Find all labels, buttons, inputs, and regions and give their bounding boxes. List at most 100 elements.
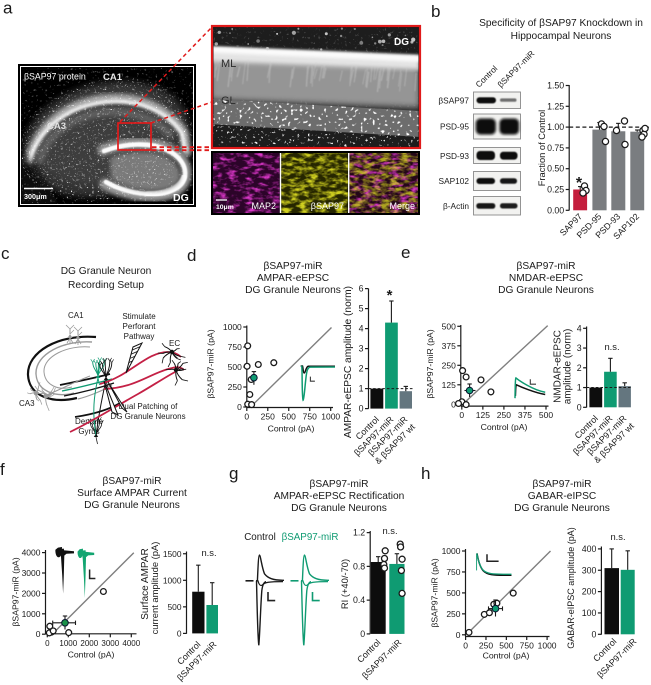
svg-text:0.8: 0.8 xyxy=(353,561,365,571)
svg-text:βSAP97-miR: βSAP97-miR xyxy=(532,479,591,490)
svg-text:500: 500 xyxy=(442,321,456,331)
svg-text:375: 375 xyxy=(518,410,532,420)
svg-text:βSAP97-miR: βSAP97-miR xyxy=(102,476,161,487)
svg-text:2000: 2000 xyxy=(22,588,41,598)
svg-text:βSAP97: βSAP97 xyxy=(311,201,344,211)
svg-text:2: 2 xyxy=(577,363,582,373)
svg-text:1000: 1000 xyxy=(223,322,242,332)
svg-text:b: b xyxy=(431,2,440,21)
svg-text:750: 750 xyxy=(303,412,317,422)
svg-text:0: 0 xyxy=(463,641,468,651)
svg-text:1000: 1000 xyxy=(22,609,41,619)
svg-text:βSAP97-miR (pA): βSAP97-miR (pA) xyxy=(206,329,216,398)
svg-text:4000: 4000 xyxy=(122,639,140,648)
svg-text:DG Granule Neurons: DG Granule Neurons xyxy=(291,503,387,514)
svg-text:n.s.: n.s. xyxy=(382,525,397,536)
svg-text:1500: 1500 xyxy=(163,549,182,559)
svg-text:1.50: 1.50 xyxy=(547,81,564,91)
svg-text:1000: 1000 xyxy=(163,575,182,585)
svg-text:AMPAR-eEPSC Rectification: AMPAR-eEPSC Rectification xyxy=(274,491,405,502)
svg-text:300: 300 xyxy=(582,565,597,575)
svg-text:n.s.: n.s. xyxy=(610,531,625,542)
svg-text:1000: 1000 xyxy=(538,641,557,651)
svg-text:d: d xyxy=(187,246,196,265)
svg-text:βSAP97-miR (pA): βSAP97-miR (pA) xyxy=(11,557,21,626)
svg-text:1000: 1000 xyxy=(59,639,77,648)
svg-text:0: 0 xyxy=(36,629,41,639)
svg-text:250: 250 xyxy=(442,360,456,370)
svg-text:1: 1 xyxy=(577,383,582,393)
svg-text:DG Granule Neurons: DG Granule Neurons xyxy=(84,500,180,511)
svg-text:Perforant: Perforant xyxy=(123,322,157,331)
svg-text:200: 200 xyxy=(582,587,597,597)
svg-text:0: 0 xyxy=(237,402,242,412)
svg-text:0: 0 xyxy=(577,402,582,412)
svg-text:Gyrus: Gyrus xyxy=(78,427,99,436)
svg-text:250: 250 xyxy=(497,410,511,420)
svg-text:500: 500 xyxy=(168,602,182,612)
svg-text:PSD-93: PSD-93 xyxy=(440,151,469,161)
svg-text:βSAP97 protein: βSAP97 protein xyxy=(24,72,86,82)
svg-text:750: 750 xyxy=(446,567,460,577)
svg-text:DG Granule Neurons: DG Granule Neurons xyxy=(498,285,594,296)
svg-text:500: 500 xyxy=(228,362,242,372)
svg-text:125: 125 xyxy=(476,410,490,420)
svg-text:*: * xyxy=(387,287,393,304)
svg-text:h: h xyxy=(421,464,430,483)
svg-text:6: 6 xyxy=(359,284,364,294)
svg-text:0: 0 xyxy=(244,412,249,422)
svg-text:Pathway: Pathway xyxy=(124,332,155,341)
svg-text:g: g xyxy=(229,464,238,483)
svg-text:3000: 3000 xyxy=(101,639,119,648)
svg-text:Control (pA): Control (pA) xyxy=(68,650,115,660)
svg-text:4000: 4000 xyxy=(22,548,41,558)
svg-text:current amplitude (pA): current amplitude (pA) xyxy=(149,542,160,635)
svg-text:CA3: CA3 xyxy=(47,121,66,132)
svg-text:0.4: 0.4 xyxy=(353,595,365,605)
svg-text:n.s.: n.s. xyxy=(201,547,216,558)
svg-text:3: 3 xyxy=(359,344,364,354)
svg-text:βSAP97-miR: βSAP97-miR xyxy=(263,261,322,272)
svg-text:750: 750 xyxy=(520,641,534,651)
svg-text:PSD-95: PSD-95 xyxy=(440,122,469,132)
svg-text:1.2: 1.2 xyxy=(353,528,365,538)
svg-text:Fraction of Control: Fraction of Control xyxy=(537,110,547,186)
svg-text:e: e xyxy=(401,243,410,262)
svg-text:375: 375 xyxy=(442,341,456,351)
svg-text:DG: DG xyxy=(173,192,189,204)
svg-text:DG Granule Neuron: DG Granule Neuron xyxy=(61,266,152,277)
svg-text:400: 400 xyxy=(582,544,597,554)
svg-text:βSAP97-miR: βSAP97-miR xyxy=(516,261,575,272)
svg-text:a: a xyxy=(3,0,13,18)
svg-text:0: 0 xyxy=(459,410,464,420)
svg-text:RI (+40/-70): RI (+40/-70) xyxy=(339,559,350,609)
svg-text:EC: EC xyxy=(169,339,180,348)
svg-text:500: 500 xyxy=(499,641,513,651)
svg-text:DG Granule Neurons: DG Granule Neurons xyxy=(245,285,341,296)
svg-text:n.s.: n.s. xyxy=(604,341,619,352)
svg-text:0.75: 0.75 xyxy=(547,143,564,153)
svg-text:250: 250 xyxy=(446,609,460,619)
svg-text:Control (pA): Control (pA) xyxy=(483,651,530,661)
svg-text:0: 0 xyxy=(359,404,364,414)
svg-text:CA1: CA1 xyxy=(103,72,123,83)
svg-text:1.00: 1.00 xyxy=(547,122,564,132)
svg-text:ML: ML xyxy=(221,58,236,70)
svg-text:Control: Control xyxy=(244,532,276,543)
svg-text:β-Actin: β-Actin xyxy=(443,201,469,211)
svg-text:10μm: 10μm xyxy=(216,204,234,211)
svg-text:2000: 2000 xyxy=(80,639,98,648)
svg-text:0.50: 0.50 xyxy=(547,164,564,174)
svg-text:1000: 1000 xyxy=(442,546,461,556)
svg-text:0: 0 xyxy=(177,628,182,638)
svg-text:MAP2: MAP2 xyxy=(251,201,276,211)
svg-text:0: 0 xyxy=(360,629,365,639)
svg-text:500: 500 xyxy=(282,412,296,422)
svg-text:0: 0 xyxy=(591,629,596,639)
svg-text:3000: 3000 xyxy=(22,568,41,578)
svg-text:amplitude (norm): amplitude (norm) xyxy=(563,329,574,405)
svg-text:GABAR-eIPSC: GABAR-eIPSC xyxy=(528,491,597,502)
svg-text:250: 250 xyxy=(228,382,242,392)
svg-text:Control (pA): Control (pA) xyxy=(481,422,528,432)
svg-text:βSAP97: βSAP97 xyxy=(438,96,469,106)
